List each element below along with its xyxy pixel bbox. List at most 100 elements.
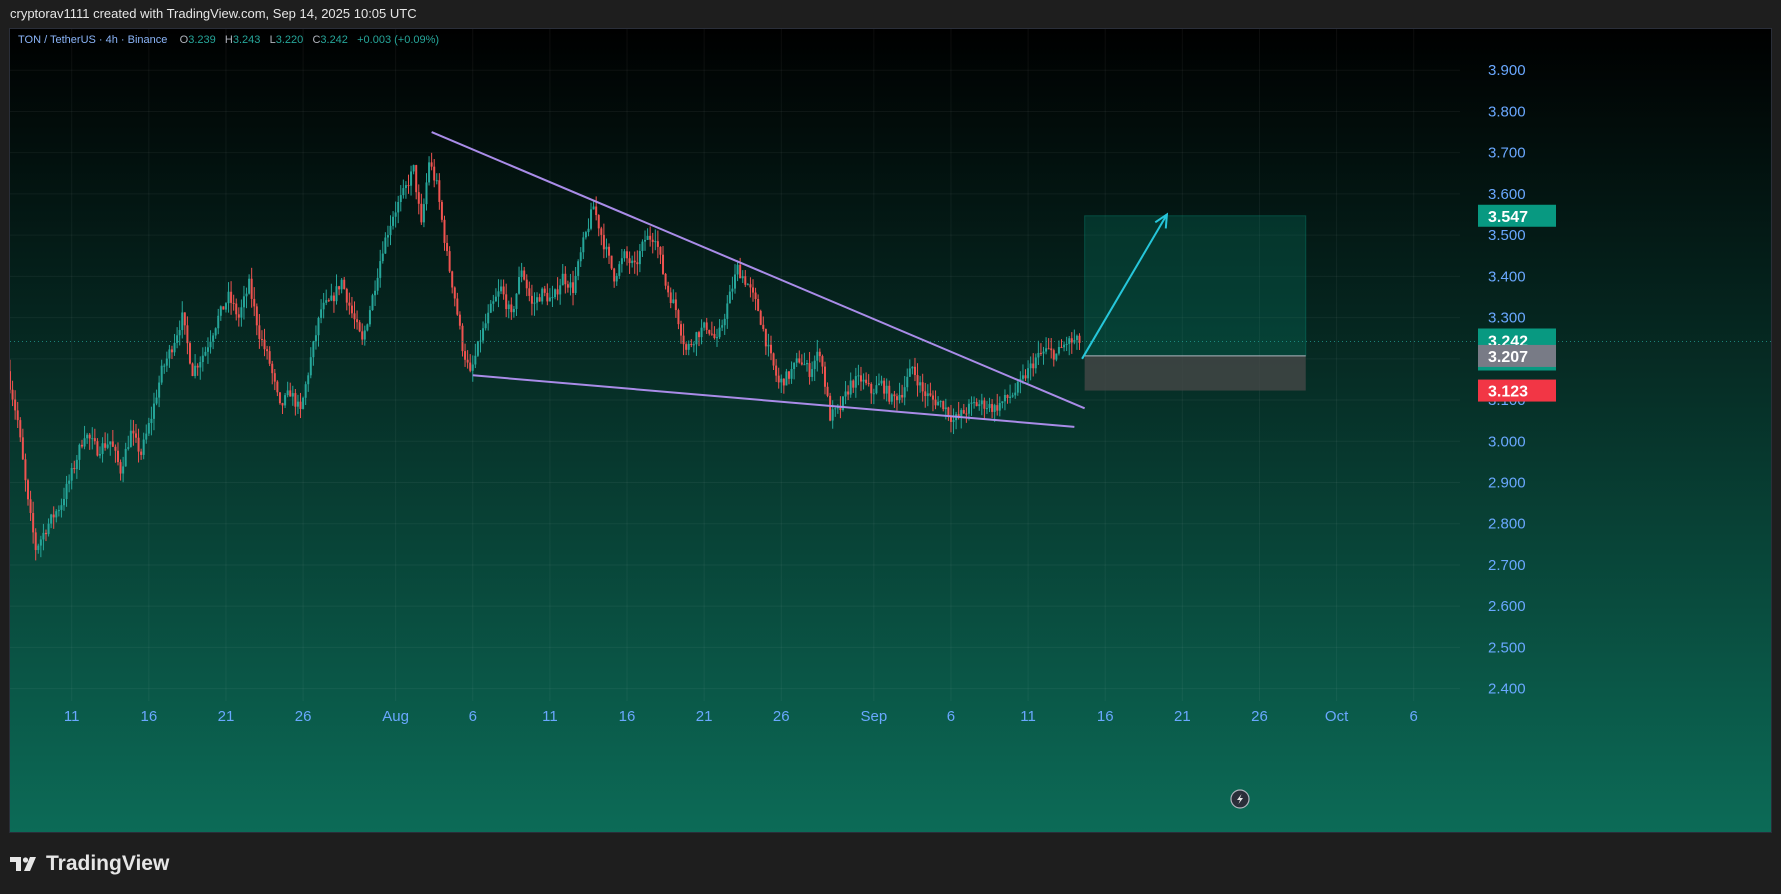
candle-body — [253, 298, 256, 307]
candle-body — [626, 251, 629, 259]
candle-body — [641, 241, 644, 252]
candle-body — [1063, 344, 1066, 348]
price-chart[interactable]: 3.9003.8003.7003.6003.5003.4003.3003.200… — [10, 29, 1771, 832]
candle-body — [147, 423, 150, 434]
candle-body — [404, 185, 407, 189]
candle-body — [376, 277, 379, 291]
candle-body — [767, 344, 770, 347]
candle-body — [142, 439, 145, 455]
candle-body — [823, 366, 826, 387]
candle-body — [772, 353, 775, 366]
candle-body — [1016, 381, 1019, 393]
price-tick-label: 3.000 — [1488, 433, 1526, 450]
candle-body — [186, 325, 189, 344]
candle-body — [633, 260, 636, 263]
flash-icon[interactable] — [1230, 789, 1250, 809]
candle-body — [983, 400, 986, 409]
candle-body — [294, 393, 297, 407]
candle-body — [350, 305, 353, 314]
candle-body — [520, 270, 523, 278]
candle-body — [492, 301, 495, 304]
candle-body — [1075, 335, 1078, 340]
candle-body — [713, 333, 716, 339]
candle-body — [811, 369, 814, 377]
legend-high: 3.243 — [232, 34, 261, 46]
price-tick-label: 2.400 — [1488, 681, 1526, 698]
candle-body — [307, 375, 310, 385]
candle-body — [453, 287, 456, 299]
candle-body — [266, 349, 269, 352]
candle-body — [870, 383, 873, 394]
candle-body — [839, 405, 842, 410]
candle-body — [543, 288, 546, 293]
candle-body — [335, 286, 338, 302]
legend-symbol[interactable]: TON / TetherUS · 4h · Binance — [18, 34, 168, 46]
time-axis[interactable]: 11 16 21 26 Aug 6 11 16 21 26 Sep 6 11 16 21 26 Oct 6 — [64, 708, 1418, 725]
candle-body — [574, 275, 577, 293]
symbol-legend[interactable]: TON / TetherUS · 4h · Binance O3.239 H3.… — [18, 34, 439, 46]
candle-body — [11, 389, 14, 400]
candle-body — [348, 302, 351, 306]
candle-body — [487, 312, 490, 324]
candle-body — [332, 295, 335, 302]
candle-body — [579, 252, 582, 262]
candle-body — [88, 434, 91, 439]
stop-price-badge-bg — [1478, 379, 1556, 402]
candle-body — [1006, 394, 1009, 398]
candle-body — [271, 363, 274, 374]
price-tick-label: 3.300 — [1488, 310, 1526, 327]
candle-body — [731, 288, 734, 292]
candle-body — [826, 386, 829, 396]
price-tick-label: 2.900 — [1488, 474, 1526, 491]
time-tick-label: Aug — [382, 708, 409, 725]
candle-body — [592, 206, 595, 210]
legend-low-label: L — [269, 34, 276, 46]
candle-body — [525, 279, 528, 289]
candle-body — [911, 366, 914, 369]
candle-body — [443, 219, 446, 243]
candle-body — [178, 330, 181, 336]
candle-body — [566, 284, 569, 288]
candle-body — [898, 394, 901, 401]
candle-body — [867, 383, 870, 385]
candle-body — [1014, 392, 1017, 396]
candle-body — [554, 289, 557, 298]
candle-body — [181, 312, 184, 331]
tradingview-logo-icon — [10, 857, 36, 871]
candle-body — [466, 359, 469, 363]
candle-body — [170, 349, 173, 353]
long-position-tool[interactable] — [1084, 215, 1307, 391]
candle-body — [852, 380, 855, 388]
candle-body — [944, 407, 947, 410]
candle-body — [340, 279, 343, 290]
candle-body — [73, 467, 76, 470]
candle-body — [926, 393, 929, 397]
candle-body — [759, 310, 762, 325]
candle-body — [865, 379, 868, 384]
drawings[interactable] — [10, 131, 1771, 428]
candle-body — [762, 324, 765, 329]
candle-body — [356, 319, 359, 323]
candle-body — [1032, 363, 1035, 369]
candle-body — [407, 185, 410, 187]
candle-body — [721, 325, 724, 328]
candle-body — [1003, 394, 1006, 402]
tradingview-brand[interactable]: TradingView — [10, 852, 169, 876]
candle-body — [780, 378, 783, 383]
candle-body — [1060, 347, 1063, 349]
time-tick-label: 26 — [773, 708, 790, 725]
price-tick-label: 2.700 — [1488, 557, 1526, 574]
time-tick-label: 21 — [1174, 708, 1191, 725]
candle-body — [232, 302, 235, 304]
candle-body — [176, 335, 179, 343]
candle-body — [214, 328, 217, 336]
candle-body — [716, 337, 719, 339]
candle-body — [608, 246, 611, 256]
candle-body — [500, 286, 503, 292]
candle-body — [309, 357, 312, 376]
candle-body — [464, 351, 467, 360]
legend-open-label: O — [179, 34, 189, 46]
chart-frame[interactable]: 3.9003.8003.7003.6003.5003.4003.3003.200… — [9, 28, 1772, 833]
candle-body — [219, 306, 222, 316]
candle-body — [885, 385, 888, 394]
